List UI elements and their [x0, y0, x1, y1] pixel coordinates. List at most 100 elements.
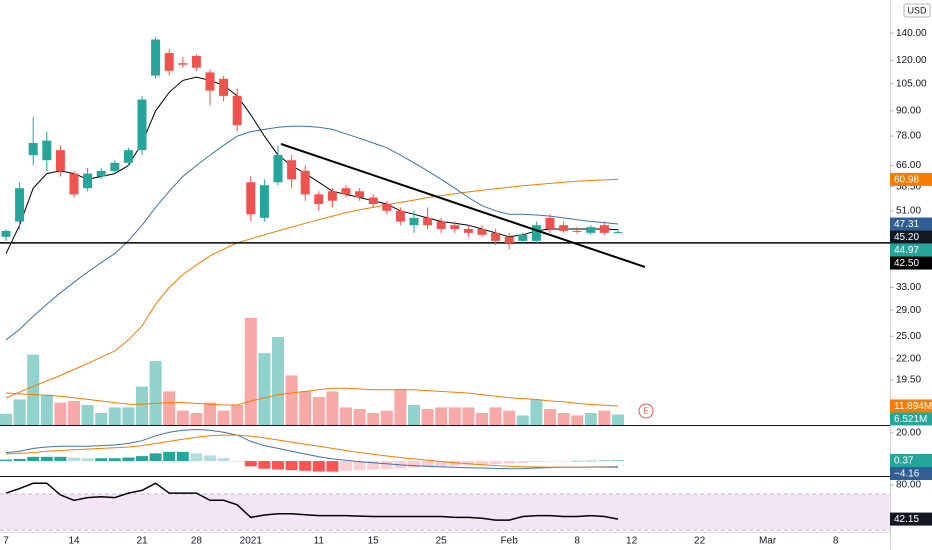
candle-body	[545, 217, 555, 229]
histogram-bar	[489, 461, 502, 464]
volume-bar	[149, 361, 162, 425]
volume-bar	[68, 401, 80, 425]
candle-body	[42, 140, 52, 161]
price-tag	[890, 172, 932, 186]
volume-bar	[598, 410, 611, 425]
histogram-bar	[557, 461, 570, 462]
histogram-bar	[0, 459, 12, 462]
volume-bar	[516, 415, 529, 425]
candle-body	[613, 232, 623, 234]
price-tag-label: −4.16	[894, 469, 920, 480]
volume-bar	[163, 391, 176, 425]
y-tick-label: 20.00	[896, 428, 921, 439]
histogram-bar	[503, 461, 516, 464]
volume-bar	[0, 413, 12, 425]
candle-body	[599, 225, 609, 233]
candle-body	[463, 228, 473, 233]
histogram-bar	[312, 461, 325, 472]
price-tag-label: 44.97	[894, 245, 919, 256]
histogram-bar	[272, 461, 284, 470]
histogram-bar	[40, 456, 53, 462]
histogram-bar	[476, 461, 488, 465]
y-tick-label: 19.50	[896, 375, 921, 386]
price-tag	[890, 454, 932, 468]
volume-bar	[285, 375, 298, 425]
y-tick-label: 78.00	[896, 131, 921, 142]
histogram-bar	[571, 460, 584, 462]
volume-bar	[394, 389, 407, 425]
histogram-bar	[27, 456, 40, 462]
price-tag-label: 42.50	[894, 258, 919, 269]
x-tick-label: 2021	[240, 536, 263, 547]
x-tick-label: 7	[3, 536, 9, 547]
currency-box[interactable]	[903, 3, 931, 18]
candle-body	[504, 236, 514, 243]
x-tick-label: 12	[626, 536, 638, 547]
volume-bar	[204, 402, 216, 425]
price-tag	[890, 243, 932, 257]
y-tick-label: 25.00	[896, 331, 921, 342]
candle-body	[164, 53, 174, 71]
candle-body	[586, 227, 596, 233]
candle-body	[382, 204, 392, 211]
event-label: E	[643, 407, 648, 416]
candle-body	[151, 39, 161, 76]
candle-body	[355, 191, 365, 198]
volume-bar	[557, 413, 570, 425]
event-marker[interactable]	[638, 403, 654, 419]
candle-body	[491, 232, 501, 241]
candle-body	[69, 173, 79, 195]
volume-bar	[136, 386, 148, 425]
volume-bar	[530, 399, 543, 425]
y-tick-label: 105.00	[896, 78, 927, 89]
volume-bar	[95, 413, 108, 425]
price-tag	[890, 230, 932, 244]
x-tick-label: 25	[436, 536, 448, 547]
candle-body	[341, 188, 351, 195]
candle-body	[246, 182, 256, 215]
candle-body	[28, 142, 38, 156]
volume-bar	[544, 409, 556, 425]
volume-bar	[176, 410, 189, 425]
candle-body	[409, 217, 419, 226]
y-tick-label: 58.50	[896, 181, 921, 192]
histogram-bar	[367, 461, 380, 470]
candle-body	[205, 72, 215, 91]
candle-body	[436, 221, 446, 229]
x-tick-label: 11	[314, 536, 325, 547]
histogram-bar	[340, 461, 352, 471]
y-tick-label: 29.00	[896, 305, 921, 316]
price-tag-label: 11.894M	[894, 401, 932, 412]
candle-body	[96, 170, 106, 177]
axis-layer: 140.00 120.00 105.00 90.00 78.00 66.00 58.50 51…	[3, 28, 932, 547]
price-tag-label: 42.15	[894, 514, 919, 525]
moving-average-line	[5, 76, 619, 254]
y-tick-label: 120.00	[896, 55, 927, 66]
x-tick-label: 8	[833, 536, 839, 547]
histogram-bar	[217, 458, 230, 462]
histogram-bar	[462, 461, 475, 465]
histogram-bar	[13, 458, 26, 462]
volume-bar	[380, 410, 393, 425]
candle-body	[287, 160, 297, 180]
macd-line	[5, 434, 619, 468]
trendline	[280, 143, 646, 268]
histogram-bar	[122, 457, 135, 462]
candle-body	[232, 95, 242, 126]
volume-bar	[312, 397, 325, 425]
histogram-bar	[81, 458, 94, 462]
candle-body	[15, 188, 25, 222]
y-tick-label: 33.00	[896, 282, 921, 293]
histogram-bar	[584, 460, 597, 462]
plot-layer	[0, 36, 890, 531]
volume-bar	[435, 407, 448, 425]
price-tag	[890, 256, 932, 270]
candle-body	[423, 217, 433, 226]
currency-label: USD	[907, 5, 927, 15]
price-tag	[890, 512, 932, 526]
x-tick-label: 8	[574, 536, 580, 547]
volume-bar	[448, 407, 461, 425]
volume-bar	[190, 413, 203, 425]
histogram-bar	[136, 456, 148, 462]
